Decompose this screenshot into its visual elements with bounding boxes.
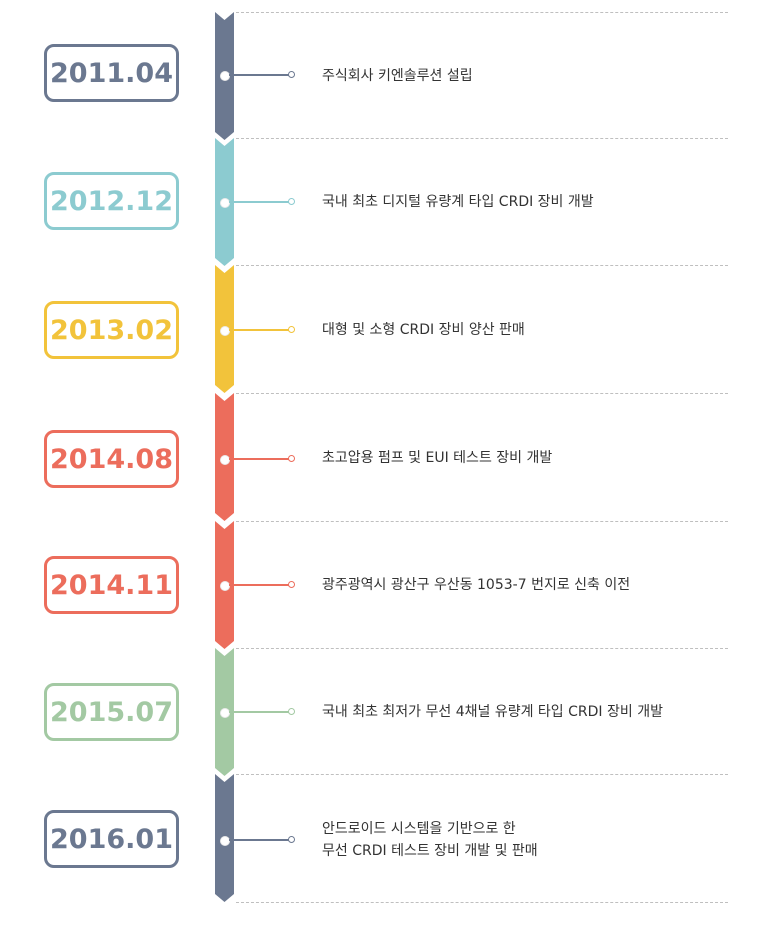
event-date: 2011.04 bbox=[44, 44, 179, 102]
event-description-line: 광주광역시 광산구 우산동 1053-7 번지로 신축 이전 bbox=[322, 577, 631, 593]
event-date: 2012.12 bbox=[44, 172, 179, 230]
connector-line bbox=[229, 458, 289, 460]
connector-line bbox=[229, 201, 289, 203]
row-divider bbox=[236, 265, 728, 266]
connector-end-icon bbox=[288, 326, 295, 333]
row-divider bbox=[236, 521, 728, 522]
timeline-row: 2015.07 국내 최초 최저가 무선 4채널 유량계 타입 CRDI 장비 … bbox=[0, 648, 758, 776]
connector-end-icon bbox=[288, 581, 295, 588]
event-description: 초고압용 펌프 및 EUI 테스트 장비 개발 bbox=[322, 447, 742, 469]
connector-end-icon bbox=[288, 198, 295, 205]
connector-line bbox=[229, 839, 289, 841]
connector-line bbox=[229, 584, 289, 586]
event-description-line: 국내 최초 최저가 무선 4채널 유량계 타입 CRDI 장비 개발 bbox=[322, 704, 663, 720]
row-divider bbox=[236, 774, 728, 775]
event-description: 주식회사 키엔솔루션 설립 bbox=[322, 65, 742, 87]
event-description: 광주광역시 광산구 우산동 1053-7 번지로 신축 이전 bbox=[322, 574, 742, 596]
event-date: 2013.02 bbox=[44, 301, 179, 359]
timeline-row: 2011.04 주식회사 키엔솔루션 설립 bbox=[0, 12, 758, 140]
event-date: 2014.08 bbox=[44, 430, 179, 488]
timeline-row: 2013.02 대형 및 소형 CRDI 장비 양산 판매 bbox=[0, 265, 758, 393]
timeline-row: 2014.08 초고압용 펌프 및 EUI 테스트 장비 개발 bbox=[0, 393, 758, 521]
timeline-node-icon bbox=[220, 581, 230, 591]
connector-line bbox=[229, 74, 289, 76]
row-divider bbox=[236, 902, 728, 903]
timeline-node-icon bbox=[220, 708, 230, 718]
connector-end-icon bbox=[288, 71, 295, 78]
timeline-node-icon bbox=[220, 198, 230, 208]
event-description: 국내 최초 최저가 무선 4채널 유량계 타입 CRDI 장비 개발 bbox=[322, 701, 742, 723]
row-divider bbox=[236, 138, 728, 139]
timeline-row: 2016.01 안드로이드 시스템을 기반으로 한 무선 CRDI 테스트 장비… bbox=[0, 774, 758, 902]
event-date: 2016.01 bbox=[44, 810, 179, 868]
timeline-node-icon bbox=[220, 836, 230, 846]
event-description-line: 주식회사 키엔솔루션 설립 bbox=[322, 68, 473, 84]
timeline-node-icon bbox=[220, 455, 230, 465]
row-divider bbox=[236, 648, 728, 649]
event-description-line: 무선 CRDI 테스트 장비 개발 및 판매 bbox=[322, 843, 538, 859]
event-description-line: 국내 최초 디지털 유량계 타입 CRDI 장비 개발 bbox=[322, 194, 594, 210]
timeline-node-icon bbox=[220, 326, 230, 336]
connector-end-icon bbox=[288, 836, 295, 843]
timeline-row: 2012.12 국내 최초 디지털 유량계 타입 CRDI 장비 개발 bbox=[0, 138, 758, 266]
timeline-row: 2014.11 광주광역시 광산구 우산동 1053-7 번지로 신축 이전 bbox=[0, 521, 758, 649]
event-date: 2015.07 bbox=[44, 683, 179, 741]
connector-line bbox=[229, 329, 289, 331]
event-description: 대형 및 소형 CRDI 장비 양산 판매 bbox=[322, 319, 742, 341]
connector-line bbox=[229, 711, 289, 713]
event-description: 안드로이드 시스템을 기반으로 한 무선 CRDI 테스트 장비 개발 및 판매 bbox=[322, 818, 742, 862]
event-description: 국내 최초 디지털 유량계 타입 CRDI 장비 개발 bbox=[322, 191, 742, 213]
connector-end-icon bbox=[288, 708, 295, 715]
event-description-line: 초고압용 펌프 및 EUI 테스트 장비 개발 bbox=[322, 450, 553, 466]
timeline-node-icon bbox=[220, 71, 230, 81]
event-description-line: 대형 및 소형 CRDI 장비 양산 판매 bbox=[322, 322, 525, 338]
connector-end-icon bbox=[288, 455, 295, 462]
row-divider bbox=[236, 12, 728, 13]
row-divider bbox=[236, 393, 728, 394]
event-date: 2014.11 bbox=[44, 556, 179, 614]
event-description-line: 안드로이드 시스템을 기반으로 한 bbox=[322, 821, 516, 837]
